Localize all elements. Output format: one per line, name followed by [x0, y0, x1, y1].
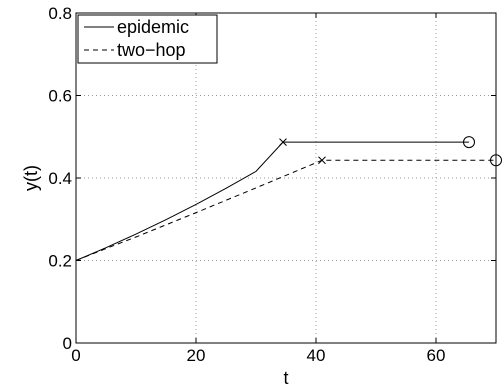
ticks: 0 20 40 60 0 0.2 0.4 0.6 0.8: [48, 4, 496, 365]
x-tick-label: 20: [187, 346, 206, 365]
y-tick-label: 0: [63, 334, 72, 353]
legend-box: [77, 14, 218, 64]
y-tick-label: 0.4: [48, 169, 72, 188]
series-0-circle-marker: [463, 136, 475, 149]
x-axis-label: t: [283, 368, 288, 388]
legend-label-epidemic: epidemic: [117, 17, 189, 37]
series-layer: [75, 136, 502, 261]
x-tick-label: 40: [307, 346, 326, 365]
series-0-x-marker: [279, 138, 287, 146]
y-tick-label: 0.2: [48, 252, 72, 271]
y-tick-label: 0.6: [48, 87, 72, 106]
series-1-x-marker: [318, 156, 326, 165]
legend: epidemic two−hop: [77, 14, 218, 64]
y-tick-label: 0.8: [48, 4, 72, 23]
series-line-0: [75, 141, 469, 261]
series-line-1: [75, 159, 496, 261]
x-tick-label: 0: [71, 346, 80, 365]
y-axis-label: y(t): [21, 165, 41, 191]
x-tick-label: 60: [427, 346, 446, 365]
legend-label-two-hop: two−hop: [117, 40, 186, 60]
